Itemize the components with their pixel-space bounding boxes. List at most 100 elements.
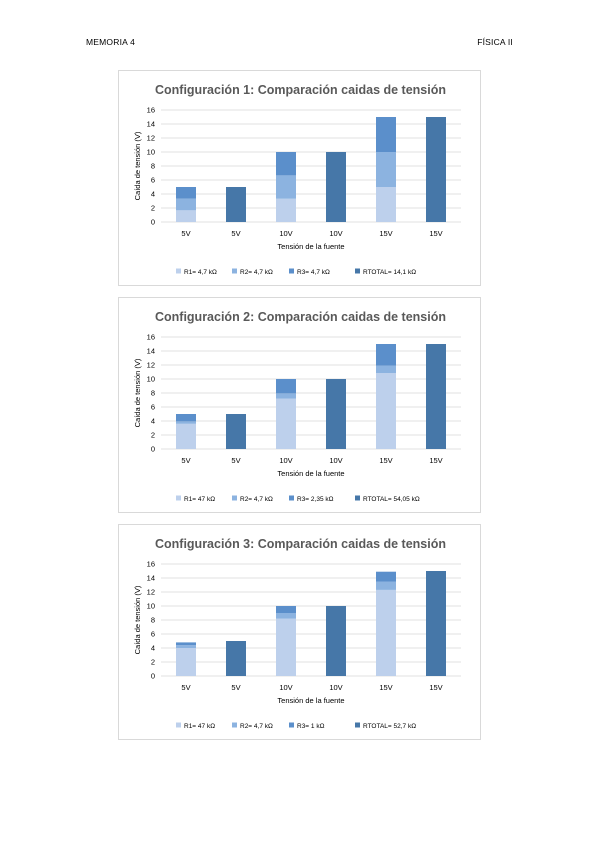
legend-swatch-r1	[176, 495, 181, 501]
bar-r3	[276, 606, 296, 613]
y-tick-label: 12	[147, 588, 155, 597]
x-tick-label: 5V	[181, 683, 190, 692]
y-tick-label: 12	[147, 361, 155, 370]
y-tick-label: 8	[151, 389, 155, 398]
chart-2: Configuración 2: Comparación caidas de t…	[118, 297, 481, 513]
legend-swatch-r3	[289, 495, 294, 501]
bar-r3	[276, 379, 296, 394]
x-tick-label: 15V	[429, 229, 442, 238]
bar-rtotal	[226, 187, 246, 222]
bar-r1	[376, 373, 396, 449]
chart-title: Configuración 1: Comparación caidas de t…	[155, 83, 446, 97]
y-tick-label: 16	[147, 106, 155, 115]
legend-swatch-r1	[176, 722, 181, 728]
bar-r1	[276, 398, 296, 449]
y-tick-label: 14	[147, 574, 155, 583]
header-right: FÍSICA II	[477, 37, 513, 47]
x-tick-label: 5V	[231, 683, 240, 692]
chart-2-svg: Configuración 2: Comparación caidas de t…	[133, 310, 461, 503]
y-tick-label: 14	[147, 347, 155, 356]
bar-r1	[176, 210, 196, 222]
legend-swatch-r2	[232, 722, 237, 728]
legend-label-r2: R2= 4,7 kΩ	[240, 269, 273, 276]
legend-swatch-r3	[289, 268, 294, 274]
x-tick-label: 5V	[231, 229, 240, 238]
x-tick-label: 10V	[329, 456, 342, 465]
header-left: MEMORIA 4	[86, 37, 136, 47]
bar-r1	[376, 187, 396, 222]
bar-r3	[376, 571, 396, 582]
legend-label-rtotal: RTOTAL= 52,7 kΩ	[363, 723, 416, 730]
y-axis-title: Caída de tensión (V)	[133, 131, 142, 200]
bar-r2	[176, 645, 196, 648]
legend-swatch-rtotal	[355, 722, 360, 728]
x-axis-title: Tensión de la fuente	[277, 242, 344, 251]
legend-label-r3: R3= 2,35 kΩ	[297, 496, 334, 503]
x-tick-label: 15V	[429, 456, 442, 465]
bar-rtotal	[326, 379, 346, 449]
legend-label-r3: R3= 1 kΩ	[297, 723, 325, 730]
bar-r2	[276, 393, 296, 399]
legend-label-r1: R1= 47 kΩ	[184, 723, 215, 730]
x-tick-label: 10V	[279, 229, 292, 238]
bar-rtotal	[226, 414, 246, 449]
legend-label-rtotal: RTOTAL= 14,1 kΩ	[363, 269, 416, 276]
chart-title: Configuración 3: Comparación caidas de t…	[155, 537, 446, 551]
chart-1: Configuración 1: Comparación caidas de t…	[118, 70, 481, 286]
legend-swatch-r1	[176, 268, 181, 274]
legend-swatch-r2	[232, 495, 237, 501]
y-tick-label: 8	[151, 616, 155, 625]
bar-rtotal	[326, 606, 346, 676]
legend-swatch-r3	[289, 722, 294, 728]
bar-rtotal	[326, 152, 346, 222]
legend-label-r3: R3= 4,7 kΩ	[297, 269, 330, 276]
bar-r3	[176, 414, 196, 422]
y-tick-label: 16	[147, 333, 155, 342]
bar-r1	[276, 198, 296, 222]
bar-r3	[176, 642, 196, 646]
x-tick-label: 15V	[379, 683, 392, 692]
y-tick-label: 0	[151, 672, 155, 681]
legend-label-r2: R2= 4,7 kΩ	[240, 723, 273, 730]
y-tick-label: 10	[147, 375, 155, 384]
y-tick-label: 10	[147, 602, 155, 611]
y-tick-label: 4	[151, 190, 155, 199]
bar-r2	[376, 365, 396, 374]
x-tick-label: 5V	[181, 456, 190, 465]
chart-title: Configuración 2: Comparación caidas de t…	[155, 310, 446, 324]
x-tick-label: 10V	[279, 456, 292, 465]
y-tick-label: 2	[151, 431, 155, 440]
bar-rtotal	[426, 117, 446, 222]
y-tick-label: 8	[151, 162, 155, 171]
legend-label-r2: R2= 4,7 kΩ	[240, 496, 273, 503]
y-axis-title: Caída de tensión (V)	[133, 358, 142, 427]
y-tick-label: 4	[151, 417, 155, 426]
bar-rtotal	[426, 571, 446, 676]
bar-rtotal	[226, 641, 246, 676]
bar-r2	[176, 421, 196, 424]
bar-r3	[376, 117, 396, 152]
legend-label-r1: R1= 4,7 kΩ	[184, 269, 217, 276]
legend-label-rtotal: RTOTAL= 54,05 kΩ	[363, 496, 420, 503]
legend-swatch-rtotal	[355, 495, 360, 501]
bar-r2	[376, 581, 396, 590]
bar-r2	[176, 198, 196, 211]
bar-r2	[276, 613, 296, 619]
bar-r1	[176, 423, 196, 449]
y-tick-label: 2	[151, 658, 155, 667]
chart-3-svg: Configuración 3: Comparación caidas de t…	[133, 537, 461, 730]
x-tick-label: 5V	[231, 456, 240, 465]
x-tick-label: 10V	[279, 683, 292, 692]
y-tick-label: 6	[151, 403, 155, 412]
y-tick-label: 0	[151, 445, 155, 454]
y-tick-label: 0	[151, 218, 155, 227]
y-axis-title: Caída de tensión (V)	[133, 585, 142, 654]
bar-rtotal	[426, 344, 446, 449]
x-tick-label: 5V	[181, 229, 190, 238]
x-tick-label: 15V	[379, 229, 392, 238]
y-tick-label: 6	[151, 176, 155, 185]
legend-label-r1: R1= 47 kΩ	[184, 496, 215, 503]
x-axis-title: Tensión de la fuente	[277, 696, 344, 705]
x-tick-label: 10V	[329, 683, 342, 692]
y-tick-label: 2	[151, 204, 155, 213]
